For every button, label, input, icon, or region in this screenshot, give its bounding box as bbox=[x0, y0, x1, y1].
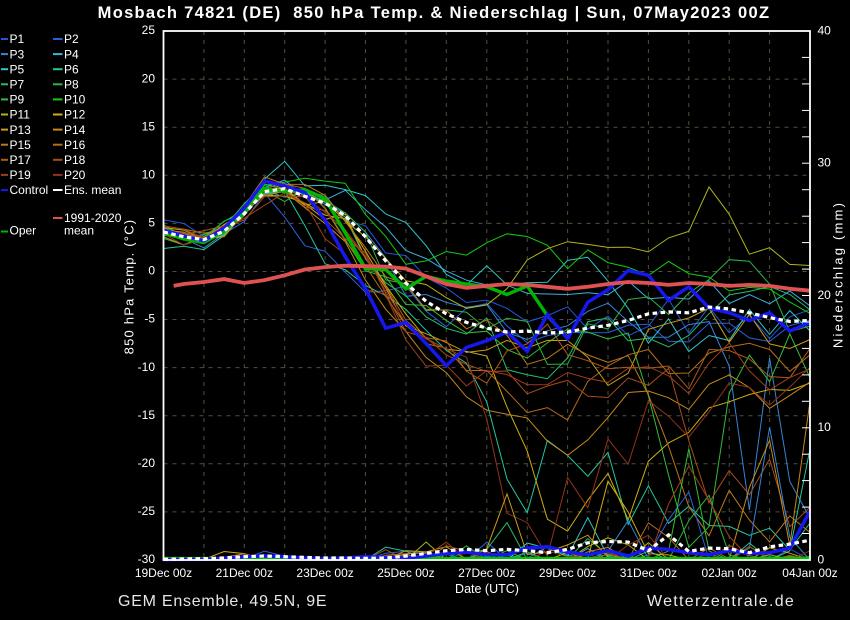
svg-text:10: 10 bbox=[818, 420, 832, 434]
svg-text:P13: P13 bbox=[10, 123, 32, 137]
svg-text:30: 30 bbox=[818, 156, 832, 170]
svg-text:P8: P8 bbox=[64, 78, 79, 92]
svg-text:15: 15 bbox=[142, 119, 156, 133]
svg-text:Oper: Oper bbox=[10, 224, 37, 238]
svg-text:P19: P19 bbox=[10, 168, 32, 182]
svg-text:P9: P9 bbox=[10, 93, 25, 107]
svg-text:P20: P20 bbox=[64, 168, 86, 182]
svg-text:25Dec 00z: 25Dec 00z bbox=[377, 566, 434, 580]
svg-text:P7: P7 bbox=[10, 78, 25, 92]
svg-text:850 hPa Temp. (°C): 850 hPa Temp. (°C) bbox=[122, 219, 137, 355]
svg-text:Wetterzentrale.de: Wetterzentrale.de bbox=[647, 593, 795, 610]
svg-text:1991-2020: 1991-2020 bbox=[64, 211, 122, 225]
svg-text:P17: P17 bbox=[10, 153, 32, 167]
svg-text:40: 40 bbox=[818, 23, 832, 37]
svg-text:mean: mean bbox=[64, 224, 94, 238]
svg-text:27Dec 00z: 27Dec 00z bbox=[458, 566, 515, 580]
svg-text:P3: P3 bbox=[10, 47, 25, 61]
svg-text:P5: P5 bbox=[10, 62, 25, 76]
svg-text:P11: P11 bbox=[10, 108, 31, 122]
svg-text:Mosbach 74821 (DE) 850 hPa Te: Mosbach 74821 (DE) 850 hPa Temp. & Niede… bbox=[98, 4, 771, 22]
svg-text:0: 0 bbox=[148, 264, 155, 278]
svg-text:P15: P15 bbox=[10, 138, 32, 152]
svg-text:04Jan 00z: 04Jan 00z bbox=[782, 566, 837, 580]
svg-text:P10: P10 bbox=[64, 93, 86, 107]
svg-text:-30: -30 bbox=[138, 552, 156, 566]
svg-text:P6: P6 bbox=[64, 62, 79, 76]
svg-text:Control: Control bbox=[10, 183, 49, 197]
svg-text:20: 20 bbox=[142, 71, 156, 85]
svg-text:29Dec 00z: 29Dec 00z bbox=[539, 566, 596, 580]
svg-text:0: 0 bbox=[818, 552, 825, 566]
svg-text:23Dec 00z: 23Dec 00z bbox=[296, 566, 353, 580]
svg-text:-20: -20 bbox=[138, 456, 156, 470]
svg-text:P1: P1 bbox=[10, 32, 25, 46]
svg-text:19Dec 00z: 19Dec 00z bbox=[135, 566, 192, 580]
svg-text:-15: -15 bbox=[138, 408, 156, 422]
svg-text:31Dec 00z: 31Dec 00z bbox=[620, 566, 677, 580]
svg-text:P14: P14 bbox=[64, 123, 86, 137]
svg-text:20: 20 bbox=[818, 288, 832, 302]
svg-text:P12: P12 bbox=[64, 108, 86, 122]
svg-text:21Dec 00z: 21Dec 00z bbox=[216, 566, 273, 580]
svg-text:-25: -25 bbox=[138, 504, 156, 518]
svg-text:25: 25 bbox=[142, 23, 156, 37]
svg-text:Niederschlag (mm): Niederschlag (mm) bbox=[831, 201, 846, 348]
svg-text:P4: P4 bbox=[64, 47, 79, 61]
svg-text:02Jan 00z: 02Jan 00z bbox=[702, 566, 757, 580]
svg-text:Date (UTC): Date (UTC) bbox=[455, 582, 519, 596]
svg-text:P18: P18 bbox=[64, 153, 86, 167]
svg-text:P16: P16 bbox=[64, 138, 86, 152]
svg-text:10: 10 bbox=[142, 168, 156, 182]
svg-text:-10: -10 bbox=[138, 360, 156, 374]
svg-text:5: 5 bbox=[148, 216, 155, 230]
svg-text:GEM Ensemble, 49.5N, 9E: GEM Ensemble, 49.5N, 9E bbox=[118, 593, 327, 610]
svg-text:-5: -5 bbox=[144, 312, 155, 326]
svg-text:Ens. mean: Ens. mean bbox=[64, 183, 121, 197]
svg-text:P2: P2 bbox=[64, 32, 79, 46]
